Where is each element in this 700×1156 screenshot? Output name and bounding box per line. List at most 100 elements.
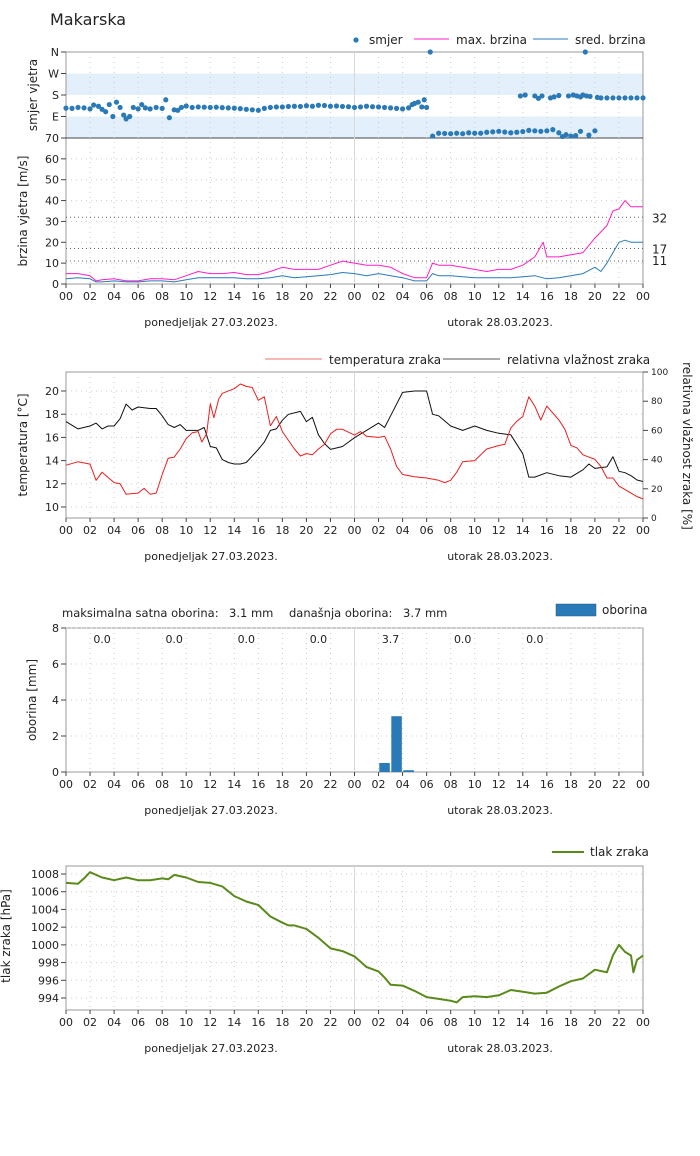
direction-point <box>63 105 69 111</box>
direction-point <box>249 107 255 113</box>
direction-point <box>502 129 508 135</box>
direction-point <box>399 106 406 112</box>
legend-precip: oborina <box>602 603 648 617</box>
x-tick-label: 00 <box>636 778 650 791</box>
direction-point <box>189 104 195 111</box>
x-tick-label: 00 <box>59 1016 73 1029</box>
x-tick-label: 04 <box>107 290 121 303</box>
x-tick-label: 06 <box>131 778 145 791</box>
precip-tick-label: 0 <box>52 766 59 779</box>
pressure-tick-label: 996 <box>38 974 59 987</box>
x-tick-label: 04 <box>396 1016 410 1029</box>
x-tick-label: 16 <box>251 290 265 303</box>
direction-tick-label: N <box>51 46 59 59</box>
x-tick-label: 02 <box>83 524 97 537</box>
direction-point <box>522 92 528 98</box>
direction-point <box>604 95 610 101</box>
max-speed-line <box>66 200 643 282</box>
temperature-line <box>65 383 644 500</box>
x-tick-label: 10 <box>179 778 193 791</box>
x-tick-label: 20 <box>588 524 602 537</box>
direction-point <box>466 130 472 136</box>
speed-tick-label: 40 <box>45 195 59 208</box>
humidity-tick-label: 60 <box>651 426 663 436</box>
x-tick-label: 14 <box>227 1016 241 1029</box>
x-tick-label: 14 <box>227 778 241 791</box>
pressure-tick-label: 1006 <box>31 886 59 899</box>
direction-point <box>460 131 466 137</box>
x-tick-label: 04 <box>107 524 121 537</box>
x-tick-label: 12 <box>203 290 217 303</box>
x-tick-label: 08 <box>155 524 169 537</box>
x-tick-label: 08 <box>444 1016 458 1029</box>
speed-tick-label: 70 <box>45 132 59 145</box>
daily-precip-label: današnja oborina: <box>289 606 392 620</box>
pressure-tick-label: 1008 <box>31 868 59 881</box>
temp-tick-label: 10 <box>45 501 59 514</box>
temp-axis-label: temperatura [°C] <box>16 393 30 496</box>
direction-tick-label: E <box>52 111 59 124</box>
precip-tick-label: 4 <box>52 694 59 707</box>
x-tick-label: 20 <box>299 778 313 791</box>
x-tick-label: 04 <box>107 778 121 791</box>
direction-point <box>175 107 181 113</box>
speed-tick-label: 10 <box>45 257 59 270</box>
direction-point <box>178 104 184 111</box>
x-tick-label: 08 <box>444 290 458 303</box>
x-tick-label: 04 <box>396 524 410 537</box>
direction-point <box>113 99 120 105</box>
direction-point <box>267 104 273 111</box>
x-tick-label: 14 <box>516 778 530 791</box>
x-tick-label: 12 <box>203 524 217 537</box>
x-tick-label: 18 <box>275 290 289 303</box>
x-tick-label: 20 <box>299 290 313 303</box>
direction-point <box>139 101 145 108</box>
direction-point <box>87 106 93 112</box>
direction-point <box>405 105 412 111</box>
pressure-axis-label: tlak zraka [hPa] <box>0 889 13 983</box>
x-tick-label: 14 <box>227 290 241 303</box>
direction-point <box>153 104 159 111</box>
direction-point <box>587 93 593 100</box>
direction-point <box>117 104 123 111</box>
legend-max: max. brzina <box>456 33 527 47</box>
x-tick-label: 10 <box>468 524 482 537</box>
pressure-tick-label: 1002 <box>31 921 59 934</box>
period-sum-label: 0.0 <box>454 633 472 646</box>
period-sum-label: 0.0 <box>165 633 183 646</box>
direction-point <box>207 104 213 111</box>
direction-point <box>351 104 358 111</box>
direction-point <box>261 105 267 111</box>
legend-precip-swatch <box>555 603 597 617</box>
humidity-tick-label: 40 <box>651 456 663 466</box>
humidity-line <box>65 390 644 482</box>
x-tick-label: 20 <box>299 1016 313 1029</box>
direction-point <box>369 104 376 110</box>
direction-point <box>381 104 388 111</box>
x-tick-label: 12 <box>492 1016 506 1029</box>
x-tick-label: 06 <box>420 778 434 791</box>
direction-point <box>430 133 436 139</box>
speed-tick-label: 30 <box>45 215 59 228</box>
direction-point <box>291 103 297 109</box>
direction-point <box>544 128 550 134</box>
direction-point <box>225 105 231 111</box>
precip-tick-label: 2 <box>52 730 59 743</box>
x-tick-label: 20 <box>299 524 313 537</box>
direction-point <box>183 103 189 109</box>
direction-point <box>556 130 562 136</box>
x-tick-label: 10 <box>468 1016 482 1029</box>
direction-point <box>315 102 322 108</box>
direction-point <box>598 95 604 101</box>
x-tick-label: 10 <box>179 524 193 537</box>
temp-tick-label: 12 <box>45 478 59 491</box>
direction-point <box>142 105 148 111</box>
x-tick-label: 00 <box>348 524 362 537</box>
legend-pressure: tlak zraka <box>590 845 649 859</box>
x-tick-label: 00 <box>636 1016 650 1029</box>
x-tick-label: 00 <box>348 1016 362 1029</box>
speed-axis-label: brzina vjetra [m/s] <box>16 156 30 267</box>
x-tick-label: 22 <box>323 1016 337 1029</box>
reference-label: 32 <box>652 211 667 225</box>
direction-point <box>634 95 640 101</box>
